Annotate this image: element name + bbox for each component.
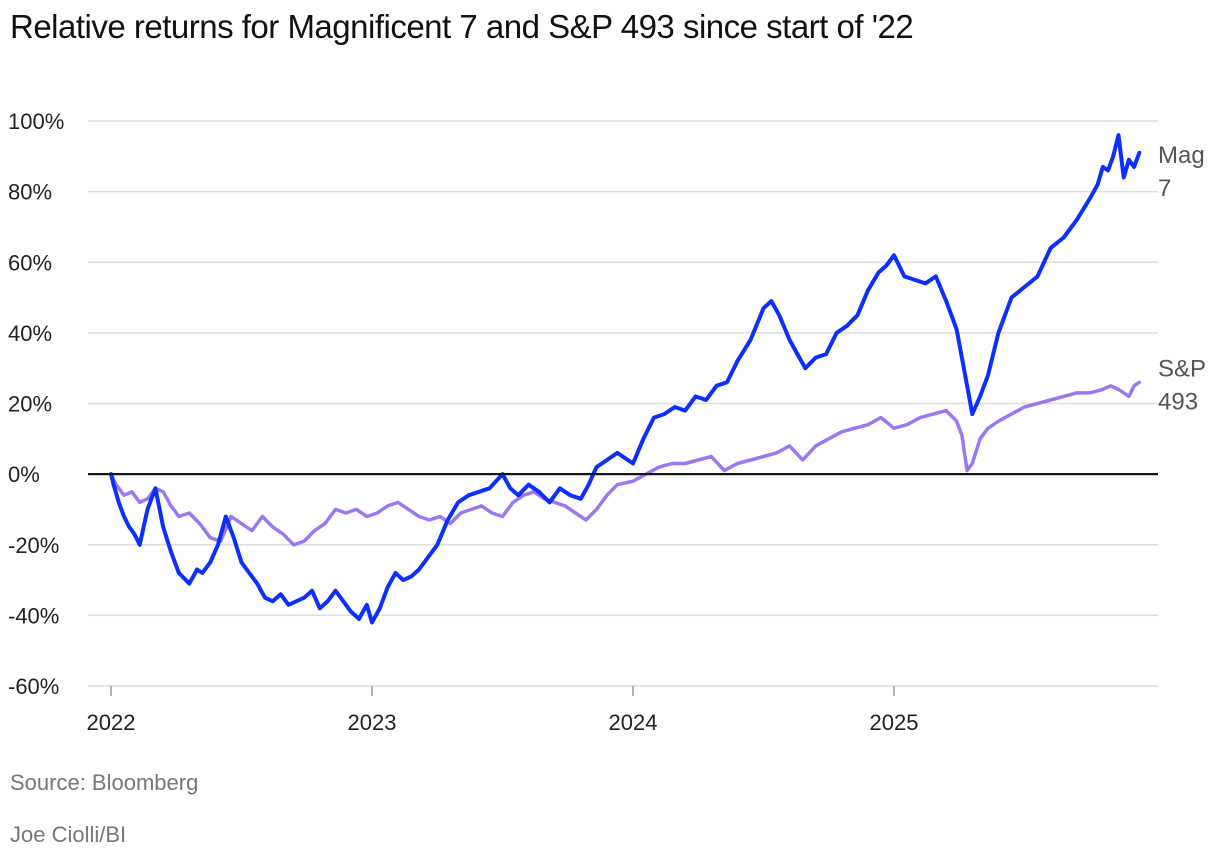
axis-layer: 100% 80% 60% 40% 20% 0% -20% -40% -60% 2022 2023 20…: [8, 109, 1158, 735]
y-tick-label: -60%: [8, 674, 59, 699]
series-label-sp493: S&P: [1158, 355, 1206, 382]
label-layer: Mag 7 S&P 493: [1158, 142, 1206, 416]
series-line-sp493: [109, 380, 1142, 547]
x-tick-label: 2024: [609, 710, 658, 735]
grid-layer: [88, 120, 1158, 687]
chart-title: Relative returns for Magnificent 7 and S…: [10, 8, 914, 45]
y-tick-label: 100%: [8, 109, 64, 134]
y-tick-label: 0%: [8, 462, 40, 487]
series-label-sp493: 493: [1158, 388, 1198, 415]
x-tick-label: 2023: [348, 710, 397, 735]
author-credit: Joe Ciolli/BI: [10, 822, 127, 847]
source-note: Source: Bloomberg: [10, 770, 199, 795]
series-label-mag7: Mag: [1158, 142, 1205, 169]
x-tick-label: 2025: [870, 710, 919, 735]
series-label-mag7: 7: [1158, 175, 1171, 202]
y-tick-label: 40%: [8, 321, 52, 346]
y-tick-label: -20%: [8, 533, 59, 558]
y-tick-label: 80%: [8, 180, 52, 205]
series-line-mag7: [109, 133, 1142, 625]
y-tick-label: 60%: [8, 250, 52, 275]
y-tick-label: 20%: [8, 392, 52, 417]
y-tick-label: -40%: [8, 603, 59, 628]
series-layer: [88, 133, 1158, 625]
x-tick-label: 2022: [87, 710, 136, 735]
